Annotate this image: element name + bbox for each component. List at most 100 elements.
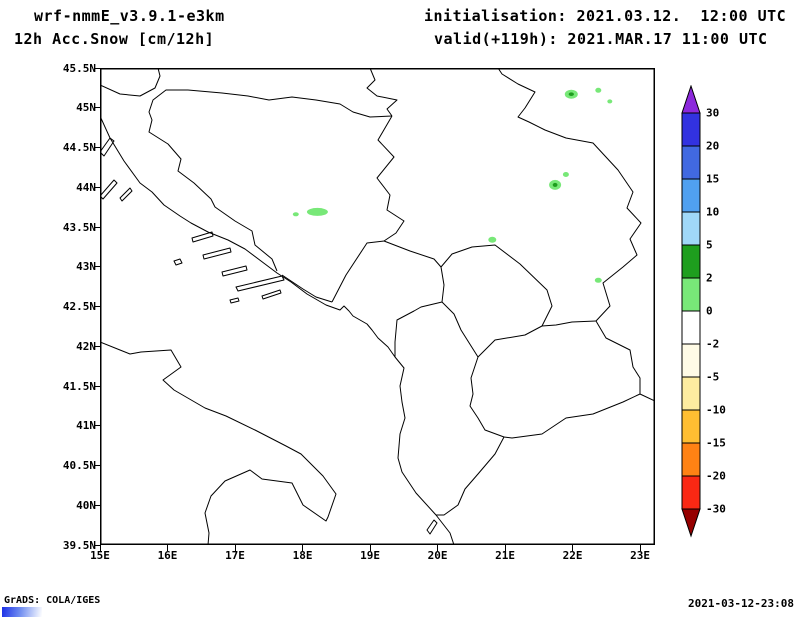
basemap <box>100 68 655 545</box>
y-axis-tick <box>94 306 100 307</box>
y-axis-tick <box>94 465 100 466</box>
colorbar-arrow-top <box>681 85 701 114</box>
y-axis-label: 44N <box>76 180 96 194</box>
border-serbia-bulgaria-romania <box>497 68 642 322</box>
grads-logo <box>2 607 42 617</box>
product-title: 12h Acc.Snow [cm/12h] <box>14 30 215 48</box>
border-albania-macedonia <box>469 356 505 438</box>
snow-patch-light <box>595 87 602 93</box>
x-axis-tick <box>572 545 574 551</box>
map-plot <box>100 68 655 545</box>
y-axis-tick <box>94 504 100 506</box>
x-axis-label: 20E <box>427 549 448 562</box>
x-axis-label: 19E <box>360 549 381 562</box>
colorbar-tick-label: 2 <box>706 271 713 285</box>
y-axis-label: 42.5N <box>62 300 96 313</box>
x-axis-label: 18E <box>292 549 313 562</box>
colorbar-segment <box>681 409 701 444</box>
colorbar <box>681 85 701 538</box>
y-axis-label: 45N <box>76 101 96 115</box>
colorbar-tick-label: 10 <box>706 205 720 219</box>
colorbar-tick-label: 20 <box>706 139 720 153</box>
x-axis-tick <box>437 545 439 551</box>
colorbar-segment <box>681 343 701 378</box>
x-axis-label: 17E <box>225 549 245 562</box>
colorbar-tick-label: -20 <box>706 469 726 483</box>
colorbar-segment <box>681 376 701 411</box>
colorbar-tick-label: 0 <box>706 304 713 318</box>
border-croatia-serbia <box>366 68 398 117</box>
colorbar-segment <box>681 112 701 147</box>
snow-patch-light <box>562 172 569 177</box>
y-axis-tick <box>94 67 100 69</box>
border-serbia-bosnia-drina <box>376 115 405 242</box>
x-axis-tick <box>302 545 304 551</box>
y-axis-label: 42N <box>76 339 96 353</box>
grads-credit: GrADS: COLA/IGES <box>4 595 101 606</box>
y-axis-label: 43.5N <box>62 220 96 234</box>
colorbar-tick-label: 5 <box>706 238 713 252</box>
y-axis-tick <box>94 385 100 387</box>
border-montenegro-serbia <box>383 240 442 268</box>
x-axis-label: 21E <box>495 549 516 562</box>
x-axis-label: 22E <box>562 549 583 562</box>
y-axis-tick <box>94 107 100 109</box>
y-axis-tick <box>94 345 100 347</box>
x-axis-tick <box>234 545 236 551</box>
border-slovenia-croatia <box>100 68 161 97</box>
x-axis-label: 15E <box>90 549 110 562</box>
x-axis-tick <box>99 545 101 551</box>
colorbar-tick-label: -5 <box>706 370 720 384</box>
y-axis-tick <box>94 147 100 148</box>
colorbar-segment <box>681 145 701 180</box>
creation-timestamp: 2021-03-12-23:08 <box>688 597 794 610</box>
snow-patch-heavy-core <box>552 182 558 187</box>
border-kosovo <box>440 244 553 358</box>
y-axis-label: 40N <box>76 498 96 512</box>
border-croatia-bosnia <box>148 89 333 303</box>
colorbar-segment <box>681 211 701 246</box>
valid-time-label: valid(+119h): 2021.MAR.17 11:00 UTC <box>434 30 768 48</box>
y-axis-label: 43N <box>76 260 96 274</box>
y-axis-label: 40.5N <box>62 459 96 472</box>
y-axis-label: 39.5N <box>62 538 96 552</box>
y-axis-tick <box>94 226 100 228</box>
x-axis-tick <box>504 545 506 551</box>
x-axis-tick <box>167 545 168 551</box>
snow-patch-light <box>594 277 602 283</box>
colorbar-segment <box>681 475 701 510</box>
y-axis-tick <box>94 425 100 427</box>
plot-frame <box>100 68 655 545</box>
y-axis-tick <box>94 186 100 188</box>
colorbar-tick-label: 15 <box>706 172 720 186</box>
colorbar-tick-label: -10 <box>706 403 726 417</box>
colorbar-tick-label: -15 <box>706 436 726 450</box>
x-axis-label: 23E <box>630 549 651 562</box>
colorbar-segment <box>681 277 701 312</box>
border-macedonia-bulgaria-greece <box>503 320 655 439</box>
colorbar-segments <box>681 112 701 510</box>
colorbar-tick-label: -30 <box>706 502 726 516</box>
y-axis-tick <box>94 544 100 546</box>
snow-patch-light <box>488 236 497 243</box>
colorbar-segment <box>681 244 701 279</box>
snow-shading <box>292 87 613 283</box>
snow-patch-heavy-core <box>568 92 574 96</box>
x-axis-tick <box>369 545 371 551</box>
colorbar-segment <box>681 178 701 213</box>
colorbar-segment <box>681 442 701 477</box>
snow-patch-light <box>292 212 299 217</box>
colorbar-tick-label: -2 <box>706 337 720 351</box>
coastline-adriatic-east <box>100 115 455 545</box>
y-axis-label: 44.5N <box>62 141 96 154</box>
y-axis-label: 45.5N <box>62 61 96 75</box>
model-title: wrf-nmmE_v3.9.1-e3km <box>34 7 225 25</box>
x-axis-tick <box>639 545 641 551</box>
y-axis-label: 41.5N <box>62 379 96 393</box>
border-bosnia-sava <box>187 89 393 118</box>
colorbar-arrow-bottom <box>681 508 701 538</box>
init-time-label: initialisation: 2021.03.12. 12:00 UTC <box>424 7 787 25</box>
y-axis-tick <box>94 266 100 268</box>
coastline-italy <box>100 341 337 545</box>
border-montenegro-bosnia <box>331 240 385 303</box>
